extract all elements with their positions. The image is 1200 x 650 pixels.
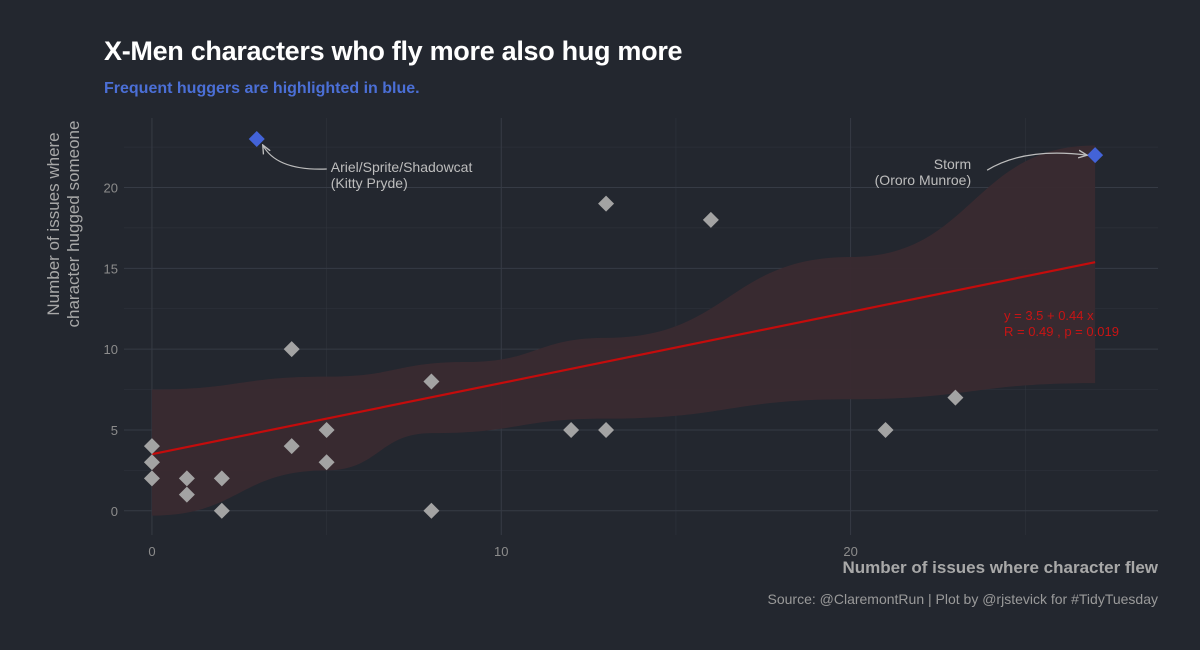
annotation-label-kitty: (Kitty Pryde) (331, 175, 408, 191)
highlighted-point (248, 131, 265, 148)
highlighted-point (1087, 147, 1104, 164)
x-tick-label: 10 (494, 544, 508, 559)
confidence-band (151, 145, 1096, 516)
y-axis-label: Number of issues where character hugged … (44, 104, 84, 344)
data-point (143, 470, 160, 487)
y-axis-label-line-2: character hugged someone (64, 120, 83, 328)
data-point (143, 438, 160, 455)
annotation-label-kitty: Ariel/Sprite/Shadowcat (331, 159, 473, 175)
data-point (318, 454, 335, 471)
annotation-arrow-kitty (263, 145, 327, 170)
y-tick-label: 20 (104, 181, 118, 196)
x-axis-label: Number of issues where character flew (842, 558, 1158, 577)
data-points (143, 131, 1104, 519)
regression-line (151, 261, 1096, 456)
data-point (563, 421, 580, 438)
regression-equation: y = 3.5 + 0.44 x (1004, 308, 1094, 323)
y-axis-label-line-1: Number of issues where (44, 132, 63, 316)
confidence-ribbon (151, 145, 1096, 516)
source-caption: Source: @ClaremontRun | Plot by @rjstevi… (767, 591, 1159, 607)
chart-title: X-Men characters who fly more also hug m… (104, 36, 683, 66)
data-point (423, 373, 440, 390)
axis-ticks: 0 10 20 0 5 10 15 20 (104, 181, 858, 560)
annotations: Ariel/Sprite/Shadowcat(Kitty Pryde) Storm… (263, 145, 1119, 339)
x-tick-label: 20 (843, 544, 857, 559)
annotation-label-storm: Storm (934, 156, 971, 172)
chart-subtitle: Frequent huggers are highlighted in blue… (104, 80, 420, 97)
data-point (598, 421, 615, 438)
data-point (318, 421, 335, 438)
data-point (178, 486, 195, 503)
data-point (702, 211, 719, 228)
y-tick-label: 5 (111, 423, 118, 438)
x-tick-label: 0 (148, 544, 155, 559)
data-point (947, 389, 964, 406)
y-tick-label: 0 (111, 504, 118, 519)
data-point (877, 421, 894, 438)
annotation-arrow-storm (986, 153, 1087, 171)
annotation-label-storm: (Ororo Munroe) (875, 172, 971, 188)
regression-equation: R = 0.49 , p = 0.019 (1004, 324, 1119, 339)
data-point (283, 341, 300, 358)
data-point (213, 502, 230, 519)
data-point (143, 454, 160, 471)
data-point (423, 502, 440, 519)
data-point (598, 195, 615, 212)
y-tick-label: 15 (104, 261, 118, 276)
y-tick-label: 10 (104, 342, 118, 357)
trend-line (151, 261, 1096, 456)
data-point (283, 438, 300, 455)
data-point (178, 470, 195, 487)
data-point (213, 470, 230, 487)
